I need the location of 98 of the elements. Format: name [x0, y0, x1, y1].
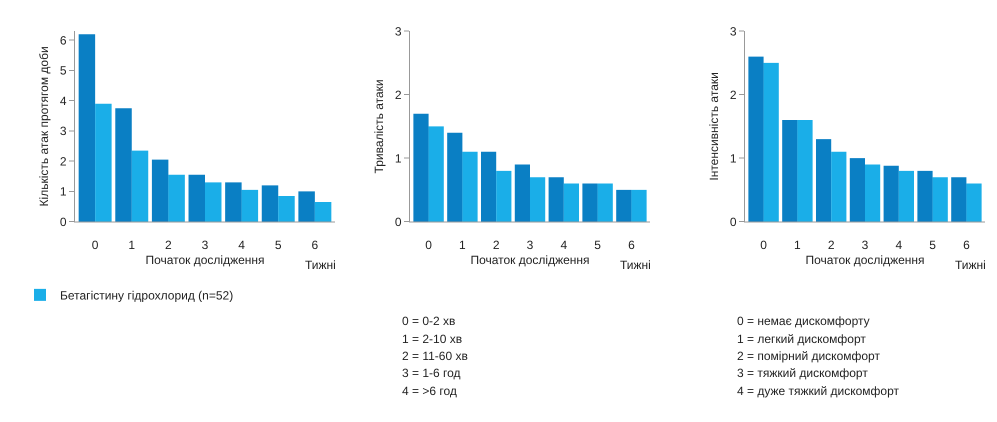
x-tick-label: 4	[238, 238, 246, 252]
bar	[278, 196, 295, 222]
bar	[262, 185, 278, 222]
bar	[631, 190, 647, 222]
y-tick-label: 5	[60, 64, 67, 78]
bar	[152, 160, 168, 222]
x-tick-label: 6	[628, 238, 636, 252]
x-axis-title: Початок дослідження	[145, 252, 265, 267]
y-tick-label: 1	[730, 151, 737, 166]
bar	[850, 158, 865, 222]
bar	[314, 202, 332, 222]
bar	[598, 184, 613, 222]
bar	[616, 190, 632, 222]
bar	[782, 120, 798, 222]
x-tick-label: 1	[128, 238, 136, 252]
bar	[428, 126, 444, 222]
x-tick-label: 5	[274, 238, 282, 252]
y-tick-label: 2	[60, 154, 67, 168]
y-tick-label: 2	[730, 88, 737, 102]
text: 1 = легкий дискомфорт	[737, 332, 866, 346]
x-tick-label: 2	[492, 238, 500, 252]
y-tick-label: 3	[394, 24, 402, 38]
x-tick-label: 4	[895, 238, 902, 252]
bar	[530, 177, 546, 222]
text: 2 = 11-60 хв	[402, 349, 468, 363]
x-tick-label: 2	[828, 238, 835, 252]
x-tick-label: 2	[165, 238, 172, 252]
x-tick-label: 4	[560, 238, 568, 252]
bar	[168, 174, 185, 222]
bar	[831, 152, 846, 222]
x-axis-title: Початок дослідження	[470, 252, 590, 267]
y-tick-label: 6	[60, 33, 67, 48]
bar	[932, 177, 948, 222]
bar	[188, 174, 205, 222]
x-tick-label: 0	[92, 238, 99, 252]
text: 1 = 2-10 хв	[402, 332, 462, 346]
y-tick-label: 1	[60, 184, 67, 199]
x-tick-label: 6	[963, 238, 970, 252]
x-tick-label: 5	[929, 238, 936, 252]
bar	[797, 120, 813, 222]
bar	[966, 184, 982, 222]
bar	[816, 139, 832, 222]
legend-label: Бетагістину гідрохлорид (n=52)	[60, 288, 234, 303]
x-tick-label: 3	[202, 238, 209, 252]
text: 3 = 1-6 год	[402, 366, 461, 380]
y-tick-label: 1	[394, 151, 402, 166]
bar	[78, 34, 96, 222]
x-tick-label: 0	[425, 238, 432, 252]
y-tick-label: 4	[60, 94, 67, 108]
bar	[480, 152, 496, 222]
bar	[462, 152, 478, 222]
y-axis-title: Тривалість атаки	[372, 79, 386, 174]
text: 3 = тяжкий дискомфорт	[737, 366, 868, 380]
bar	[298, 191, 315, 222]
bar	[115, 108, 132, 222]
x-axis-title: Початок дослідження	[805, 252, 925, 267]
bar	[496, 170, 512, 222]
bar	[951, 177, 966, 222]
y-axis-title: Інтенсивність атаки	[707, 72, 722, 181]
text: 4 = дуже тяжкий дискомфорт	[737, 384, 900, 398]
y-tick-label: 0	[730, 214, 737, 229]
x-tick-label: 1	[794, 238, 802, 252]
bar	[225, 182, 242, 222]
x-tick-label: 3	[862, 238, 869, 252]
y-tick-label: 3	[60, 124, 67, 138]
bar	[242, 190, 258, 222]
bar	[413, 114, 429, 222]
y-tick-label: 0	[60, 214, 67, 229]
bar	[917, 170, 933, 222]
text: 2 = помірний дискомфорт	[737, 349, 880, 363]
bar	[865, 164, 880, 222]
y-tick-label: 3	[730, 24, 737, 38]
x-tick-label: 0	[760, 238, 768, 252]
text: 0 = немає дискомфорту	[737, 314, 870, 328]
bar	[764, 62, 779, 222]
x-tick-label: 5	[594, 238, 602, 252]
bar	[564, 184, 580, 222]
text: 0 = 0-2 хв	[402, 314, 456, 328]
bar	[95, 104, 112, 222]
bar	[447, 132, 462, 222]
bar	[884, 166, 899, 222]
bar	[514, 164, 530, 222]
y-tick-label: 2	[394, 88, 402, 102]
bar	[132, 150, 148, 222]
bar	[205, 182, 222, 222]
text: 4 = >6 год	[402, 384, 457, 398]
bar	[748, 56, 764, 222]
text: Тижні	[955, 258, 986, 272]
y-tick-label: 0	[394, 214, 402, 229]
text: Тижні	[620, 258, 651, 272]
text: Тижні	[305, 258, 336, 272]
bar	[898, 170, 914, 222]
x-tick-label: 1	[459, 238, 466, 252]
x-tick-label: 3	[526, 238, 534, 252]
bar	[548, 177, 564, 222]
bar	[582, 184, 598, 222]
x-tick-label: 6	[312, 238, 319, 252]
y-axis-title: Кількість атак протягом доби	[37, 46, 52, 206]
